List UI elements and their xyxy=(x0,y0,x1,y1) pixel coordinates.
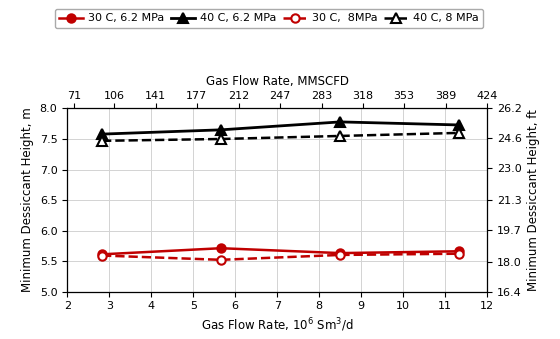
40 C, 8 MPa xyxy=(217,137,224,141)
30 C, 6.2 MPa xyxy=(456,249,463,253)
30 C,  8MPa xyxy=(337,253,343,257)
40 C, 6.2 MPa xyxy=(337,120,343,124)
Y-axis label: Minimum Dessiccant Height, m: Minimum Dessiccant Height, m xyxy=(21,108,34,292)
40 C, 6.2 MPa xyxy=(99,132,105,136)
30 C,  8MPa xyxy=(456,252,463,256)
40 C, 8 MPa xyxy=(99,139,105,143)
30 C, 6.2 MPa xyxy=(337,251,343,255)
Line: 40 C, 8 MPa: 40 C, 8 MPa xyxy=(97,128,464,146)
30 C, 6.2 MPa xyxy=(99,252,105,256)
40 C, 8 MPa xyxy=(337,134,343,138)
Line: 30 C, 6.2 MPa: 30 C, 6.2 MPa xyxy=(98,244,463,258)
X-axis label: Gas Flow Rate, MMSCFD: Gas Flow Rate, MMSCFD xyxy=(206,75,349,88)
40 C, 6.2 MPa xyxy=(217,128,224,132)
Y-axis label: Minimum Dessiccant Height, ft: Minimum Dessiccant Height, ft xyxy=(528,109,540,291)
X-axis label: Gas Flow Rate, 10$^6$ Sm$^3$/d: Gas Flow Rate, 10$^6$ Sm$^3$/d xyxy=(201,317,353,334)
40 C, 6.2 MPa xyxy=(456,123,463,127)
30 C,  8MPa xyxy=(217,258,224,262)
Legend: 30 C, 6.2 MPa, 40 C, 6.2 MPa, 30 C,  8MPa, 40 C, 8 MPa: 30 C, 6.2 MPa, 40 C, 6.2 MPa, 30 C, 8MPa… xyxy=(54,9,483,28)
Line: 40 C, 6.2 MPa: 40 C, 6.2 MPa xyxy=(97,117,464,139)
30 C,  8MPa xyxy=(99,254,105,258)
40 C, 8 MPa xyxy=(456,131,463,135)
30 C, 6.2 MPa xyxy=(217,246,224,250)
Line: 30 C,  8MPa: 30 C, 8MPa xyxy=(98,250,463,264)
